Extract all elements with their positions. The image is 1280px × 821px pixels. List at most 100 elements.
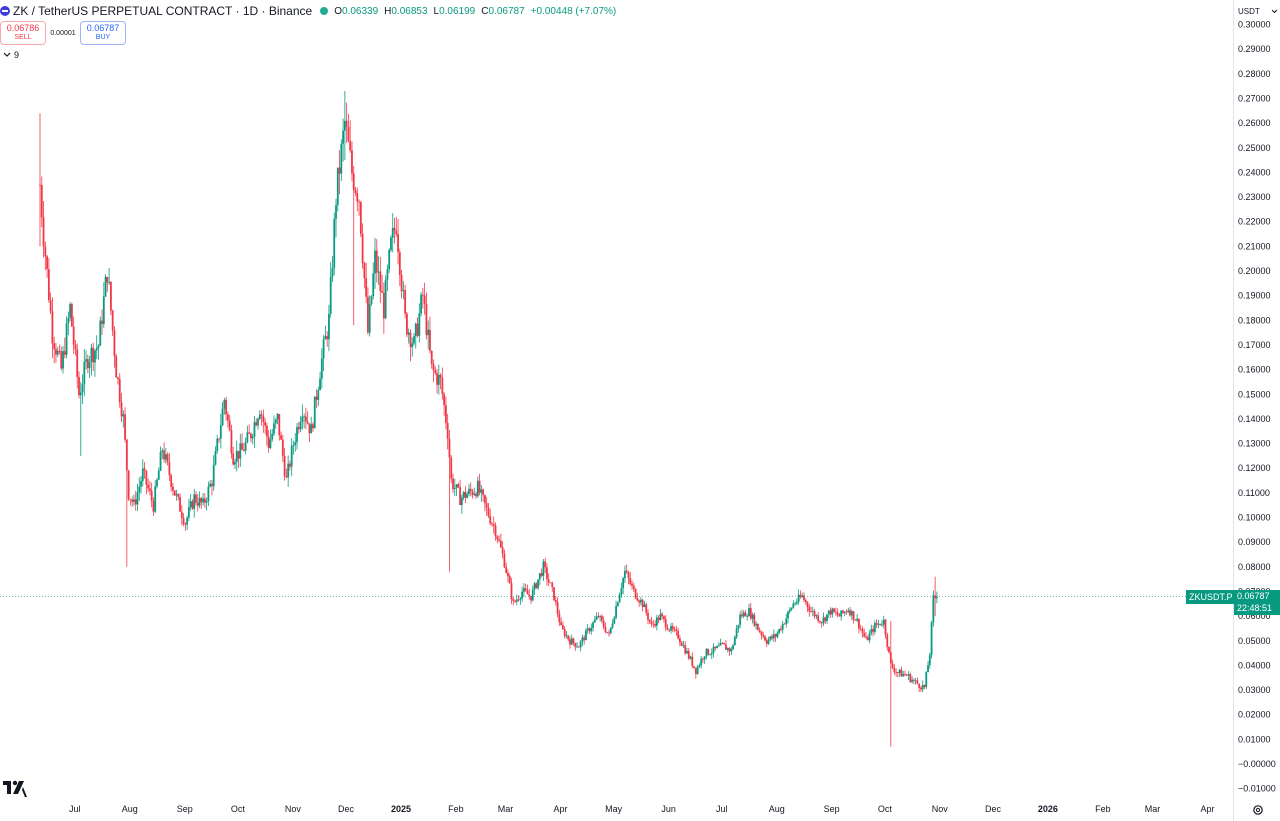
candle-body bbox=[758, 629, 761, 632]
candle-body bbox=[375, 250, 378, 273]
candle-body bbox=[124, 414, 126, 440]
candle-body bbox=[512, 599, 515, 601]
candle-body bbox=[863, 632, 866, 637]
candle-body bbox=[196, 502, 199, 506]
candle-body bbox=[246, 432, 249, 442]
candle-body bbox=[755, 623, 758, 626]
candle-body bbox=[764, 636, 766, 641]
buy-label: BUY bbox=[95, 34, 111, 41]
candle-body bbox=[374, 250, 376, 274]
candle-body bbox=[322, 339, 325, 359]
candle-body bbox=[471, 491, 474, 495]
candle-body bbox=[597, 616, 600, 618]
candle-body bbox=[439, 374, 442, 378]
candle-body bbox=[707, 648, 710, 655]
candle-body bbox=[787, 611, 789, 619]
candle-body bbox=[666, 627, 669, 630]
symbol-title[interactable]: ZK / TetherUS PERPETUAL CONTRACT · 1D · … bbox=[13, 4, 313, 18]
y-tick-label: 0.13000 bbox=[1238, 439, 1271, 449]
candle-body bbox=[345, 120, 348, 127]
y-tick-label: 0.27000 bbox=[1238, 93, 1271, 103]
candle-body bbox=[434, 370, 437, 374]
candle-body bbox=[303, 416, 306, 418]
candle-body bbox=[613, 617, 616, 624]
candle-body bbox=[462, 491, 465, 498]
candle-body bbox=[44, 246, 47, 257]
candle-body bbox=[778, 628, 781, 633]
candle-body bbox=[498, 539, 500, 541]
candle-body bbox=[577, 646, 580, 648]
candle-body bbox=[680, 642, 683, 646]
candle-body bbox=[214, 451, 217, 465]
indicators-toggle[interactable]: 9 bbox=[3, 50, 19, 60]
candle-body bbox=[762, 635, 765, 637]
x-axis[interactable]: Jul Aug Sep Oct Nov Dec 2025 Feb Mar Apr May Jun Jul… bbox=[69, 804, 1214, 814]
y-axis[interactable]: 0.30000 0.29000 0.28000 0.27000 0.26000 0.250… bbox=[1238, 20, 1276, 794]
candle-body bbox=[115, 356, 118, 378]
candle-body bbox=[203, 498, 206, 503]
candle-body bbox=[310, 424, 313, 434]
candle-body bbox=[225, 399, 228, 415]
candle-body bbox=[459, 487, 461, 506]
candle-body bbox=[813, 611, 816, 617]
status-dot-icon bbox=[320, 7, 329, 15]
settings-gear-icon[interactable] bbox=[1252, 804, 1264, 816]
candle-body bbox=[911, 679, 913, 682]
candle-body bbox=[343, 120, 346, 131]
candle-body bbox=[331, 267, 334, 278]
x-tick-label: Feb bbox=[448, 804, 464, 814]
candle-body bbox=[535, 583, 538, 589]
candle-body bbox=[491, 523, 493, 525]
candle-body bbox=[296, 427, 298, 443]
candle-body bbox=[56, 350, 59, 355]
candle-body bbox=[696, 666, 699, 674]
tradingview-logo-icon[interactable] bbox=[2, 778, 28, 798]
candle-body bbox=[930, 622, 933, 655]
candle-body bbox=[258, 414, 261, 420]
candle-body bbox=[803, 595, 805, 600]
candle-body bbox=[267, 436, 270, 448]
candle-body bbox=[393, 227, 396, 231]
candle-body bbox=[90, 347, 93, 362]
buy-button[interactable]: 0.06787 BUY bbox=[80, 21, 126, 45]
last-price-tag: 0.06787 22:48:51 bbox=[1234, 590, 1280, 615]
candle-body bbox=[358, 201, 360, 203]
y-tick-label: 0.24000 bbox=[1238, 167, 1271, 177]
x-tick-label: Dec bbox=[338, 804, 355, 814]
candle-body bbox=[923, 684, 926, 688]
candle-body bbox=[705, 648, 708, 657]
candle-body bbox=[86, 359, 89, 369]
candle-body bbox=[822, 617, 825, 624]
candle-body bbox=[85, 359, 87, 362]
candle-body bbox=[730, 648, 733, 652]
candle-body bbox=[352, 173, 355, 191]
candle-body bbox=[198, 497, 201, 506]
x-tick-label: Nov bbox=[932, 804, 949, 814]
candle-body bbox=[914, 680, 917, 682]
candle-body bbox=[794, 603, 796, 605]
candle-body bbox=[546, 567, 548, 580]
candle-body bbox=[379, 271, 382, 292]
candle-body bbox=[416, 323, 419, 336]
y-tick-label: −0.00000 bbox=[1238, 759, 1276, 769]
y-tick-label: 0.29000 bbox=[1238, 44, 1271, 54]
ohlc-high: H0.06853 bbox=[384, 5, 428, 17]
x-tick-label: Oct bbox=[231, 804, 246, 814]
candle-body bbox=[78, 377, 80, 396]
candle-body bbox=[771, 636, 773, 639]
candle-body bbox=[79, 392, 82, 396]
candle-body bbox=[561, 625, 564, 629]
candle-body bbox=[872, 628, 874, 632]
candle-body bbox=[716, 646, 719, 649]
sell-button[interactable]: 0.06786 SELL bbox=[0, 21, 46, 45]
candle-body bbox=[407, 332, 410, 335]
currency-selector[interactable]: USDT bbox=[1234, 3, 1280, 19]
candle-body bbox=[806, 602, 809, 608]
candle-body bbox=[202, 498, 204, 503]
candle-body bbox=[65, 323, 68, 355]
candle-body bbox=[795, 601, 798, 604]
candle-body bbox=[581, 637, 584, 642]
candle-body bbox=[177, 494, 180, 497]
candle-body bbox=[347, 126, 350, 142]
